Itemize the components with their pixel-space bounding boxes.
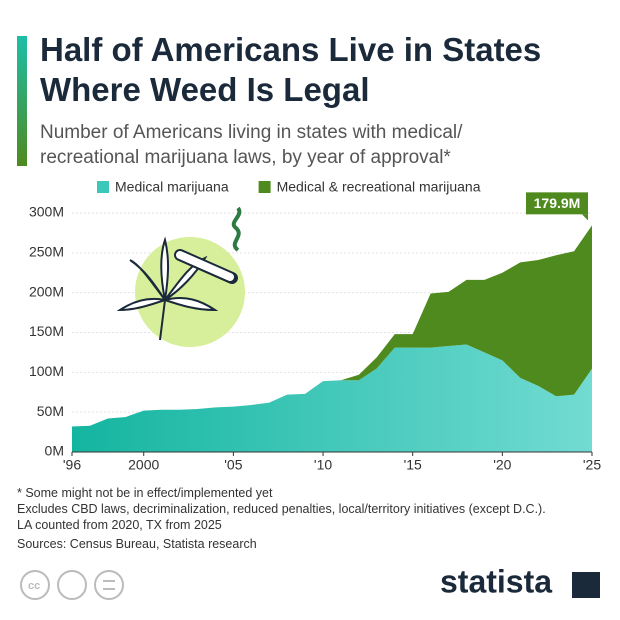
x-tick-label: '05 <box>224 457 242 473</box>
y-tick-label: 0M <box>45 443 64 459</box>
legend-label: Medical marijuana <box>115 179 229 195</box>
note: LA counted from 2020, TX from 2025 <box>17 518 222 532</box>
accent-bar <box>17 36 27 166</box>
y-tick-label: 250M <box>29 244 64 260</box>
note: * Some might not be in effect/implemente… <box>17 486 273 500</box>
value-label-bg <box>526 192 588 215</box>
legend-swatch <box>97 181 109 193</box>
y-tick-label: 50M <box>37 403 64 419</box>
legend-label: Medical & recreational marijuana <box>277 179 481 195</box>
illustration <box>116 206 245 347</box>
legend-swatch <box>258 181 271 193</box>
y-tick-label: 150M <box>29 323 64 339</box>
area <box>72 344 592 452</box>
brand-logo <box>572 572 600 598</box>
note: Excludes CBD laws, decriminalization, re… <box>17 502 546 516</box>
area <box>72 225 592 427</box>
y-tick-label: 200M <box>29 283 64 299</box>
chart-title: Half of Americans Live in States Where W… <box>40 31 542 108</box>
value-label: 179.9M <box>534 195 581 211</box>
x-tick-label: '96 <box>63 457 81 473</box>
x-tick-label: '25 <box>583 457 601 473</box>
value-label-pointer <box>582 214 588 221</box>
y-tick-label: 100M <box>29 363 64 379</box>
license-icons <box>20 570 124 600</box>
x-tick-label: 2000 <box>128 457 159 473</box>
chart-subtitle: Number of Americans living in states wit… <box>40 122 463 168</box>
source: Sources: Census Bureau, Statista researc… <box>17 537 257 551</box>
x-tick-label: '20 <box>493 457 511 473</box>
y-tick-label: 300M <box>29 204 64 220</box>
brand: statista <box>440 563 552 599</box>
x-tick-label: '10 <box>314 457 332 473</box>
x-tick-label: '15 <box>404 457 422 473</box>
cc-icon: cc <box>28 580 40 592</box>
